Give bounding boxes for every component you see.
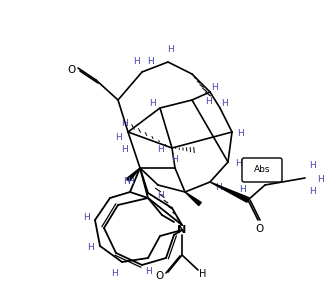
Text: H: H [221,98,227,107]
Text: H: H [112,269,118,278]
Text: H: H [149,98,155,107]
Text: H: H [120,120,127,129]
Text: O: O [156,271,164,281]
Polygon shape [126,168,140,181]
Text: H: H [122,178,129,187]
Text: H: H [145,267,151,276]
Text: H: H [134,58,140,67]
Text: H: H [199,269,207,279]
Text: O: O [67,65,75,75]
Text: O: O [256,224,264,234]
Text: H: H [240,185,246,194]
Text: H: H [170,155,177,164]
Text: H: H [235,159,241,168]
Text: H: H [127,178,133,187]
Text: H: H [147,58,153,67]
Text: H: H [157,191,164,200]
Text: H: H [115,132,121,141]
Text: H: H [237,129,243,139]
Text: H: H [83,214,89,223]
FancyBboxPatch shape [242,158,282,182]
Text: H: H [318,175,324,184]
Text: H: H [120,146,127,155]
Text: H: H [309,187,316,196]
Text: N: N [177,225,187,235]
Text: Abs: Abs [254,166,270,175]
Text: H: H [211,84,217,93]
Text: H: H [167,45,174,54]
Polygon shape [185,192,201,205]
Text: H: H [87,242,93,251]
Text: H: H [157,146,164,155]
Polygon shape [210,182,249,202]
Text: H: H [205,97,212,107]
Text: H: H [309,162,316,171]
Text: H: H [214,184,221,193]
